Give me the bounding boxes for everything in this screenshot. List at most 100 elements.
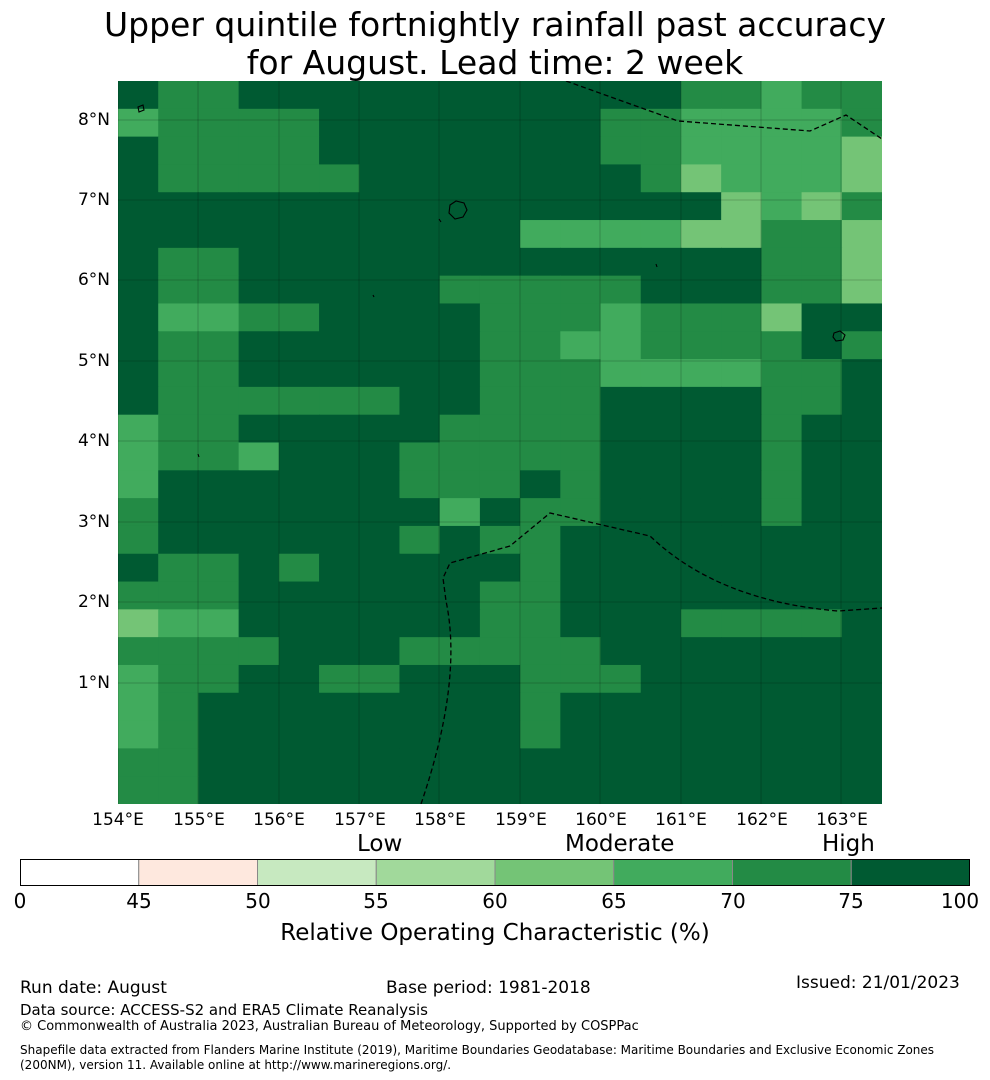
map-cell	[600, 331, 642, 360]
map-cell	[560, 303, 602, 332]
map-cell	[801, 442, 843, 471]
map-cell	[761, 275, 803, 305]
map-cell	[721, 664, 762, 694]
map-cell	[319, 637, 360, 666]
map-cell	[680, 720, 722, 749]
map-cell	[399, 220, 441, 249]
map-cell	[399, 136, 441, 166]
map-cell	[238, 220, 280, 249]
map-cell	[479, 303, 521, 332]
map-cell	[560, 442, 602, 471]
map-cell	[118, 164, 159, 193]
map-cell	[118, 692, 159, 722]
map-cell	[198, 748, 240, 777]
map-cell	[721, 275, 762, 305]
map-cell	[198, 498, 240, 527]
map-cell	[359, 637, 401, 666]
map-cell	[198, 553, 240, 583]
map-cell	[721, 498, 762, 527]
map-cell	[238, 331, 280, 360]
map-cell	[721, 220, 762, 249]
map-cell	[640, 525, 682, 555]
map-cell	[479, 275, 521, 305]
map-cell	[198, 414, 240, 444]
map-cell	[319, 108, 360, 138]
map-cell	[278, 692, 320, 722]
lat-label-5n: 5°N	[77, 351, 110, 371]
map-cell	[600, 748, 642, 777]
map-cell	[801, 164, 843, 193]
map-cell	[118, 331, 159, 360]
lat-label-6n: 6°N	[77, 270, 110, 290]
map-cell	[640, 692, 682, 722]
map-cell	[680, 525, 722, 555]
class-label-low: Low	[357, 831, 403, 857]
map-cell	[640, 748, 682, 777]
map-cell	[238, 108, 280, 138]
map-cell	[238, 498, 280, 527]
map-cell	[359, 81, 401, 110]
map-cell	[721, 637, 762, 666]
island-islet-a	[438, 218, 442, 223]
map-cell	[439, 637, 481, 666]
map-cell	[761, 108, 803, 138]
map-cell	[158, 442, 200, 471]
map-cell	[600, 247, 642, 277]
map-cell	[118, 776, 159, 804]
map-cell	[560, 359, 602, 388]
map-cell	[801, 220, 843, 249]
map-cell	[198, 136, 240, 166]
map-cell	[560, 692, 602, 722]
map-cell	[640, 442, 682, 471]
map-cell	[721, 525, 762, 555]
map-cell	[479, 136, 521, 166]
map-cell	[198, 164, 240, 193]
map-cell	[560, 525, 602, 555]
map-cell	[841, 664, 882, 694]
map-cell	[118, 275, 159, 305]
map-cell	[359, 664, 401, 694]
island-islet-c	[372, 294, 375, 298]
lon-label-157e: 157°E	[334, 810, 386, 830]
map-cell	[600, 108, 642, 138]
map-cell	[640, 220, 682, 249]
map-cell	[600, 664, 642, 694]
map-cell	[278, 776, 320, 804]
colorbar-tick-60: 60	[482, 889, 508, 913]
map-cell	[319, 331, 360, 360]
map-cell	[118, 470, 159, 499]
map-cell	[520, 331, 561, 360]
map-cell	[640, 498, 682, 527]
map-cell	[721, 748, 762, 777]
map-cell	[399, 776, 441, 804]
map-cell	[238, 609, 280, 638]
map-cell	[439, 414, 481, 444]
colorbar-title: Relative Operating Characteristic (%)	[280, 920, 710, 946]
map-cell	[399, 331, 441, 360]
map-cell	[761, 720, 803, 749]
colorbar-bin-60-65	[494, 859, 615, 886]
map-cell	[560, 386, 602, 416]
map-cell	[520, 164, 561, 193]
map-cell	[761, 192, 803, 221]
map-cell	[319, 609, 360, 638]
colorbar-tick-75: 75	[838, 889, 864, 913]
map-cell	[721, 247, 762, 277]
map-cell	[841, 220, 882, 249]
map-cell	[721, 609, 762, 638]
map-cell	[721, 470, 762, 499]
map-cell	[479, 192, 521, 221]
map-cell	[439, 275, 481, 305]
map-cell	[640, 275, 682, 305]
map-cell	[399, 108, 441, 138]
map-cell	[359, 581, 401, 610]
map-cell	[238, 748, 280, 777]
map-cell	[158, 692, 200, 722]
map-cell	[359, 192, 401, 221]
eez-boundary-north	[565, 81, 882, 140]
map-cell	[158, 220, 200, 249]
map-cell	[841, 192, 882, 221]
map-cell	[319, 664, 360, 694]
map-title-line-2: for August. Lead time: 2 week	[246, 43, 744, 82]
map-cell	[278, 220, 320, 249]
